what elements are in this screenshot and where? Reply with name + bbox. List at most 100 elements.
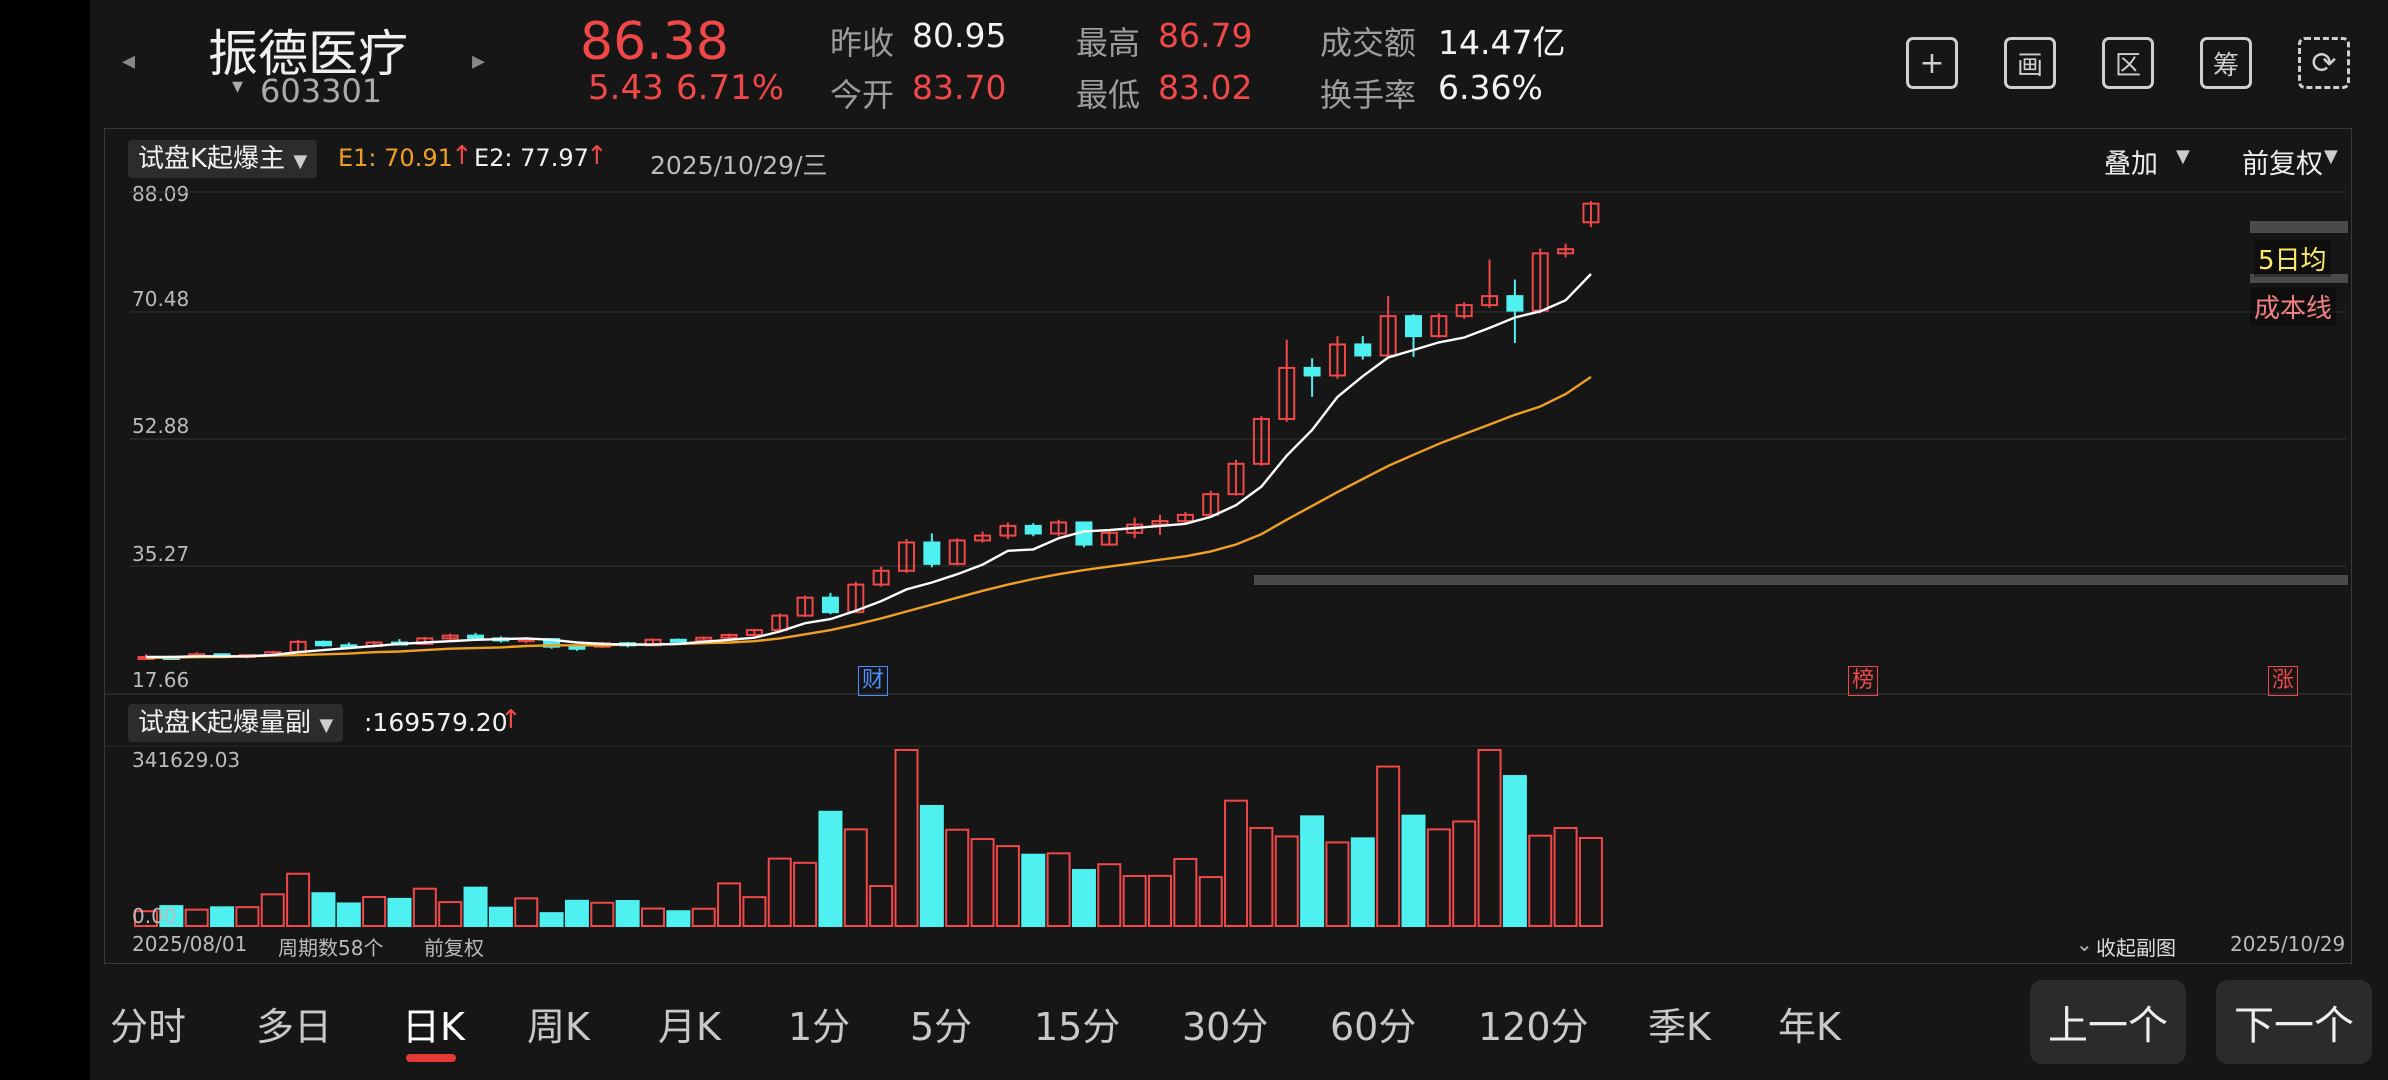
volume-bar bbox=[1249, 826, 1274, 928]
volume-bar bbox=[691, 907, 716, 928]
candle-body bbox=[1100, 531, 1118, 546]
y-tick-label: 88.09 bbox=[132, 182, 190, 206]
main-indicator-select[interactable]: 试盘K起爆主 ▼ bbox=[128, 140, 318, 178]
volume-bar bbox=[1502, 775, 1527, 927]
volume-bar bbox=[260, 893, 285, 928]
tab-1[interactable]: 多日 bbox=[256, 1005, 333, 1049]
start-date: 2025/08/01 bbox=[132, 932, 248, 956]
tab-12[interactable]: 年K bbox=[1778, 1005, 1841, 1049]
open-label: 今开 bbox=[830, 76, 895, 114]
volume-bar bbox=[564, 899, 589, 927]
turnover-label: 成交额 bbox=[1320, 24, 1417, 62]
tab-6[interactable]: 5分 bbox=[910, 1005, 973, 1049]
volume-bar bbox=[894, 749, 919, 927]
volume-bar bbox=[159, 905, 184, 927]
volume-bar bbox=[641, 907, 665, 927]
low-label: 最低 bbox=[1076, 76, 1141, 114]
volume-bar bbox=[793, 861, 818, 927]
volume-bar bbox=[1401, 814, 1426, 928]
candle-body bbox=[1176, 513, 1194, 523]
e2-up-arrow-icon: ↑ bbox=[586, 141, 608, 171]
candle-body bbox=[898, 541, 915, 572]
candle-body bbox=[568, 645, 586, 650]
tab-10[interactable]: 120分 bbox=[1478, 1005, 1589, 1049]
candle-body bbox=[745, 629, 763, 636]
code-dropdown-icon[interactable]: ▾ bbox=[232, 74, 244, 99]
volume-bar bbox=[1148, 874, 1172, 928]
volume-bar bbox=[615, 900, 640, 927]
volume-bar bbox=[210, 906, 235, 927]
candle-body bbox=[1430, 315, 1448, 338]
candle-body bbox=[1151, 520, 1169, 526]
next-stock-icon[interactable]: ▸ bbox=[472, 46, 486, 76]
candle-body bbox=[1024, 524, 1042, 535]
low-value: 83.02 bbox=[1158, 68, 1253, 107]
candle-body bbox=[1328, 343, 1346, 377]
current-price: 86.38 bbox=[580, 12, 729, 72]
tab-9[interactable]: 60分 bbox=[1330, 1005, 1417, 1049]
overlay-chevron-icon: ▼ bbox=[2176, 146, 2190, 167]
candle-body bbox=[720, 633, 738, 639]
volume-bar bbox=[1021, 853, 1046, 927]
candle-body bbox=[999, 524, 1017, 537]
active-tab-indicator bbox=[406, 1054, 456, 1062]
volume-bar bbox=[1173, 857, 1198, 927]
tab-7[interactable]: 15分 bbox=[1034, 1005, 1121, 1049]
volume-bar bbox=[869, 885, 894, 927]
chart-date: 2025/10/29/三 bbox=[650, 151, 828, 180]
volume-bar bbox=[995, 845, 1020, 928]
candle-body bbox=[1582, 202, 1600, 224]
candle-body bbox=[1303, 366, 1321, 377]
prev-close-label: 昨收 bbox=[830, 24, 895, 62]
next-stock-button[interactable]: 下一个 bbox=[2216, 980, 2372, 1064]
adjust-button[interactable]: 前复权 bbox=[2242, 149, 2323, 180]
candle-body bbox=[1354, 343, 1372, 357]
add-icon[interactable]: + bbox=[1906, 37, 1958, 89]
collapse-sub-chart-button[interactable]: 收起副图 bbox=[2096, 936, 2176, 960]
volume-bar bbox=[742, 896, 767, 927]
volume-bar bbox=[1198, 876, 1223, 928]
finance-tag[interactable]: 财 bbox=[858, 666, 889, 696]
volume-bar bbox=[843, 828, 868, 927]
range-icon[interactable]: 区 bbox=[2102, 37, 2154, 89]
tab-4[interactable]: 月K bbox=[658, 1005, 721, 1049]
draw-icon[interactable]: 画 bbox=[2004, 37, 2056, 89]
y-tick-label: 70.48 bbox=[132, 287, 190, 311]
tab-0[interactable]: 分时 bbox=[110, 1005, 187, 1049]
ranking-tag[interactable]: 榜 bbox=[1848, 666, 1879, 696]
volume-bar bbox=[184, 908, 209, 928]
volume-bar bbox=[286, 872, 311, 928]
candle-body bbox=[948, 539, 966, 565]
e1-label: E1: 70.91 bbox=[338, 144, 453, 172]
candle-body bbox=[1252, 417, 1270, 465]
overlay-button[interactable]: 叠加 bbox=[2104, 149, 2158, 180]
tab-2[interactable]: 日K bbox=[402, 1005, 465, 1049]
prev-stock-icon[interactable]: ◂ bbox=[122, 46, 136, 76]
high-label: 最高 bbox=[1076, 24, 1141, 62]
limit-up-tag[interactable]: 涨 bbox=[2268, 666, 2299, 696]
prev-stock-button[interactable]: 上一个 bbox=[2030, 980, 2186, 1064]
rotate-icon[interactable]: ⟳ bbox=[2298, 37, 2350, 89]
tab-5[interactable]: 1分 bbox=[788, 1005, 851, 1049]
support-band bbox=[1254, 575, 2348, 585]
candle-body bbox=[847, 583, 865, 614]
volume-bar bbox=[767, 857, 792, 927]
resistance-band bbox=[2250, 221, 2348, 233]
candle-body bbox=[1506, 295, 1524, 312]
sub-indicator-select[interactable]: 试盘K起爆量副 ▼ bbox=[128, 704, 344, 742]
volume-bar bbox=[1122, 875, 1147, 927]
candle-body bbox=[441, 634, 459, 640]
sub-up-arrow-icon: ↑ bbox=[500, 705, 522, 735]
candle-body bbox=[821, 596, 839, 614]
tab-3[interactable]: 周K bbox=[527, 1005, 590, 1049]
volume-bar bbox=[666, 910, 691, 928]
candle-body bbox=[1405, 315, 1422, 338]
tab-8[interactable]: 30分 bbox=[1182, 1005, 1269, 1049]
tab-11[interactable]: 季K bbox=[1648, 1005, 1711, 1049]
stock-name: 振德医疗 bbox=[208, 25, 408, 83]
candle-body bbox=[1481, 295, 1499, 307]
ma5-line bbox=[146, 273, 1592, 659]
chips-icon[interactable]: 筹 bbox=[2200, 37, 2252, 89]
collapse-icon[interactable]: ⌄ bbox=[2076, 932, 2093, 956]
